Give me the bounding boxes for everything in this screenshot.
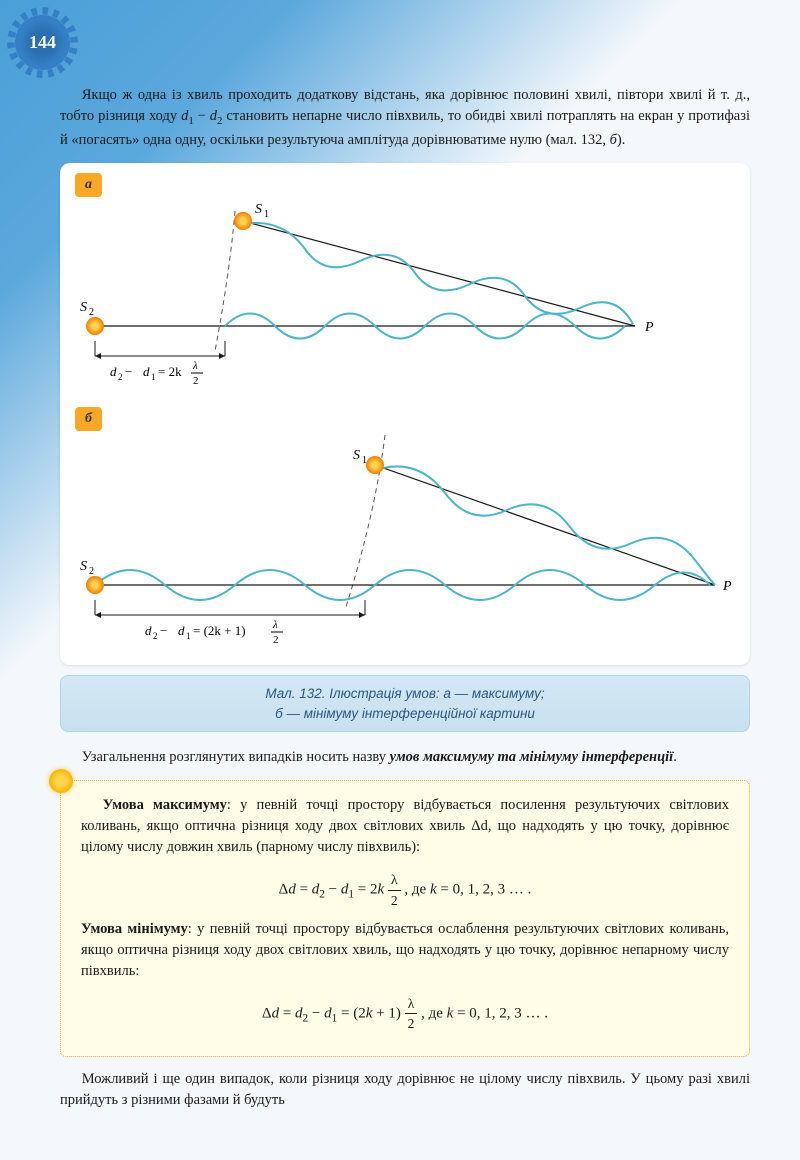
paragraph-1: Якщо ж одна із хвиль проходить додаткову…	[60, 85, 750, 151]
diagram-a: S1 S2 P d2 − d1 = 2k λ 2	[75, 201, 735, 401]
formula-min: Δd = d2 − d1 = (2k + 1) λ2 , де k = 0, 1…	[81, 994, 729, 1034]
svg-text:λ: λ	[272, 619, 278, 631]
svg-text:1: 1	[362, 455, 367, 466]
page-content: Якщо ж одна із хвиль проходить додаткову…	[0, 0, 800, 1153]
svg-text:P: P	[644, 320, 654, 335]
svg-text:S: S	[255, 202, 262, 217]
svg-text:d: d	[110, 364, 117, 379]
svg-text:d: d	[143, 364, 150, 379]
max-condition: Умова максимуму: у певній точці простору…	[81, 795, 729, 858]
svg-text:1: 1	[186, 631, 191, 641]
page-number: 144	[15, 15, 70, 70]
svg-text:2: 2	[89, 566, 94, 577]
svg-text:−: −	[160, 623, 167, 638]
paragraph-2: Узагальнення розглянутих випадків носить…	[60, 747, 750, 768]
formula-max: Δd = d2 − d1 = 2k λ2 , де k = 0, 1, 2, 3…	[81, 870, 729, 910]
min-condition: Умова мінімуму: у певній точці простору …	[81, 919, 729, 982]
svg-text:λ: λ	[192, 360, 198, 372]
conditions-box: Умова максимуму: у певній точці простору…	[60, 780, 750, 1056]
svg-text:2: 2	[89, 307, 94, 318]
svg-text:2: 2	[193, 375, 199, 387]
svg-text:d: d	[145, 623, 152, 638]
svg-text:S: S	[80, 300, 87, 315]
sun-icon	[49, 769, 73, 793]
svg-text:1: 1	[264, 209, 269, 220]
svg-text:−: −	[125, 364, 132, 379]
svg-text:2: 2	[153, 631, 158, 641]
svg-text:d: d	[178, 623, 185, 638]
figure-label-a: а	[75, 173, 102, 197]
svg-text:= 2k: = 2k	[158, 364, 182, 379]
figure-caption: Мал. 132. Ілюстрація умов: а — максимуму…	[60, 675, 750, 732]
svg-text:P: P	[722, 579, 732, 594]
svg-text:= (2k + 1): = (2k + 1)	[193, 623, 246, 638]
svg-text:S: S	[80, 559, 87, 574]
svg-text:2: 2	[273, 634, 279, 646]
svg-text:2: 2	[118, 372, 123, 382]
paragraph-3: Можливий і ще один випадок, коли різниця…	[60, 1069, 750, 1111]
svg-text:1: 1	[151, 372, 156, 382]
figure-label-b: б	[75, 407, 102, 431]
svg-text:S: S	[353, 448, 360, 463]
diagram-b: S1 S2 P d2 − d1 = (2k + 1) λ 2	[75, 435, 735, 655]
figure-132: а	[60, 163, 750, 666]
